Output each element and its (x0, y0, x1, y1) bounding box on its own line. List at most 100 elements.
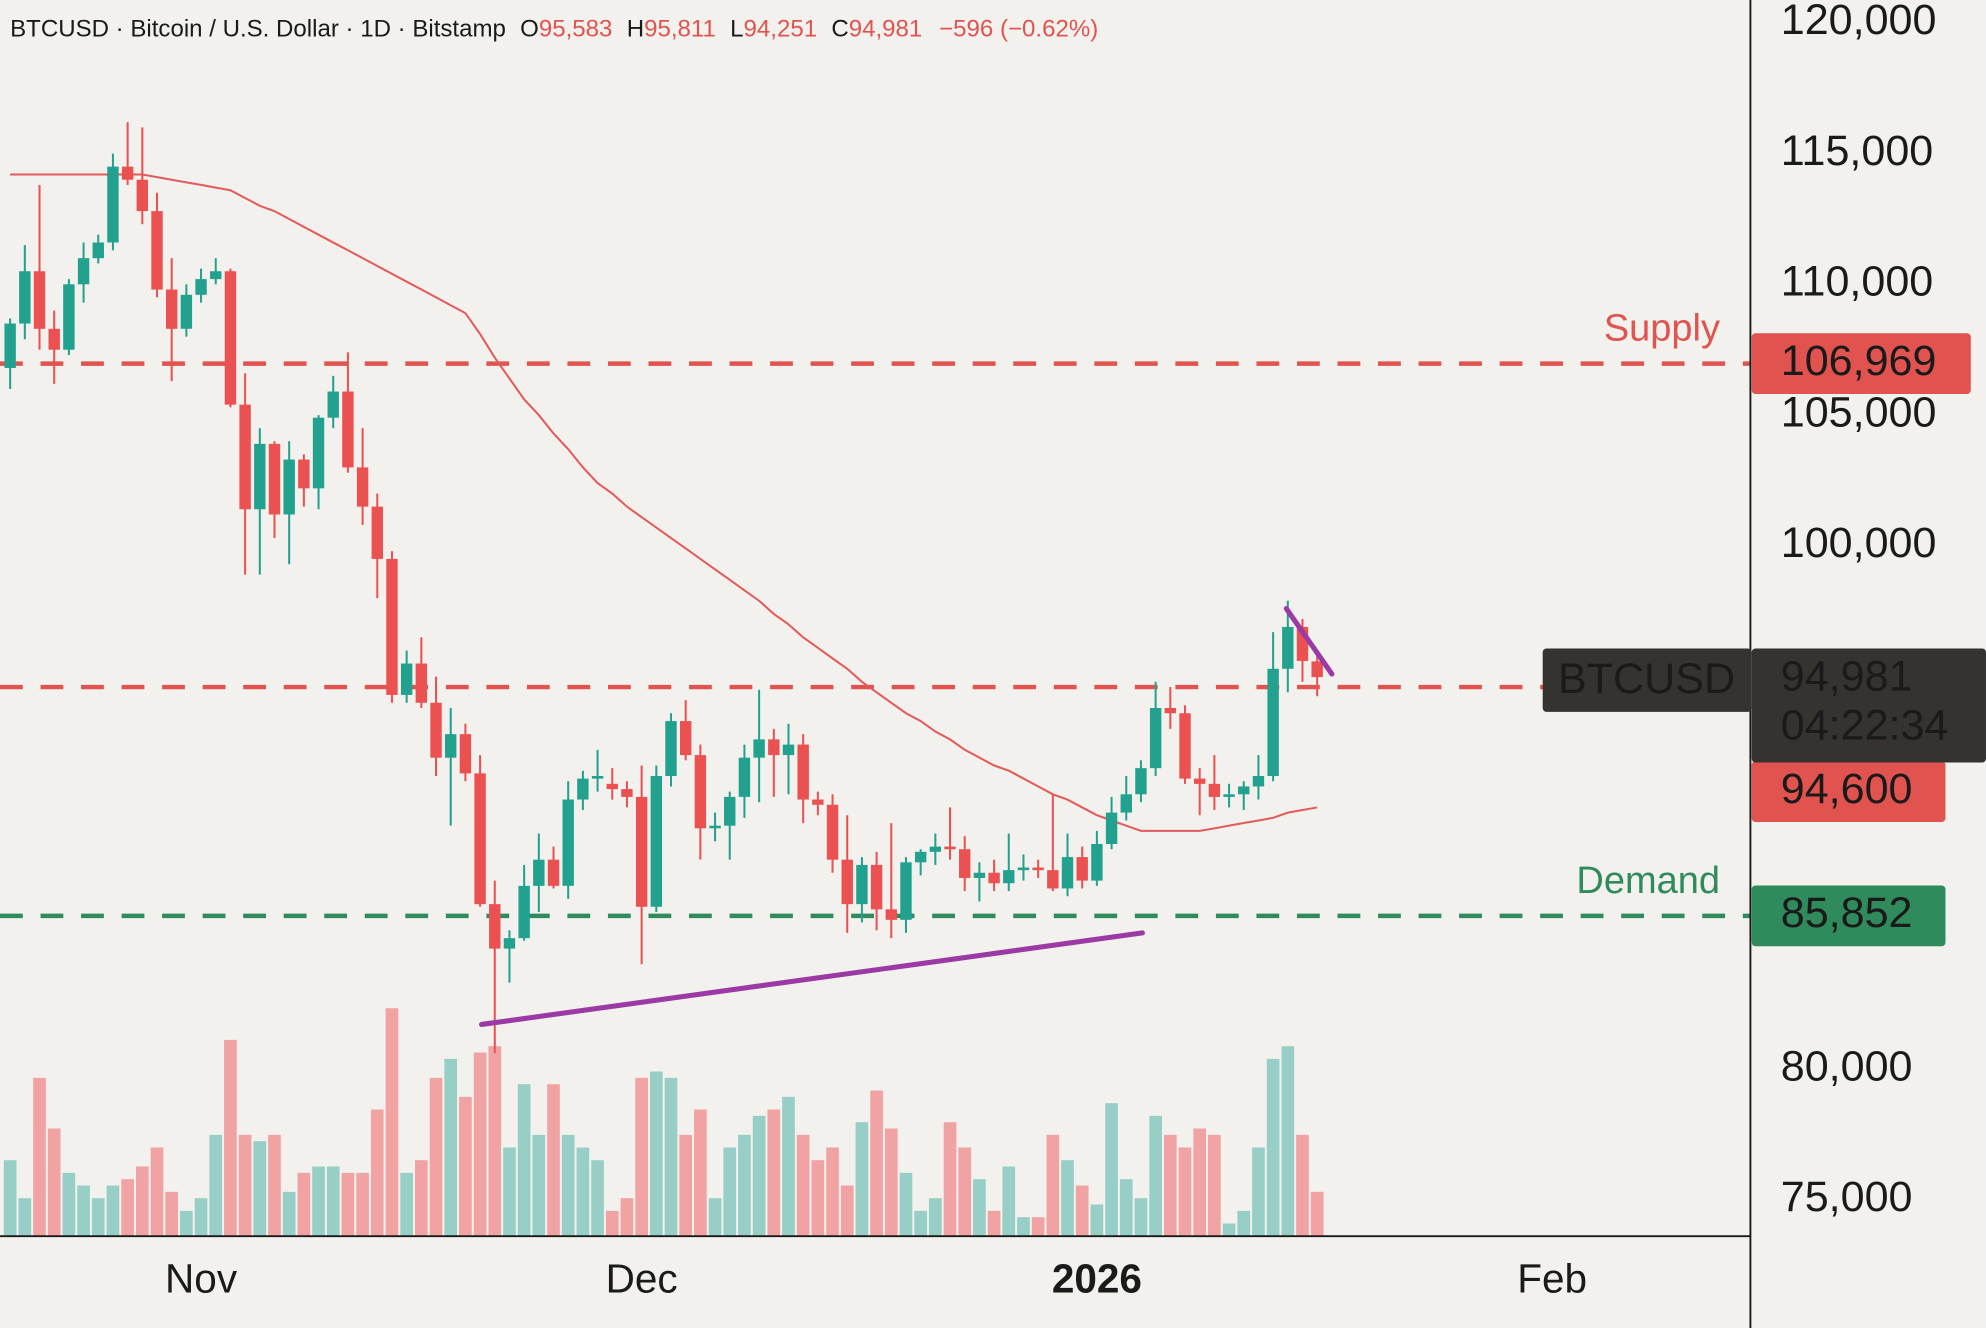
x-tick-label: Dec (606, 1255, 678, 1301)
candle-body (841, 859, 853, 905)
volume-bar (1017, 1217, 1030, 1237)
volume-bar (473, 1052, 487, 1237)
ohlc-value: 94,981 (849, 16, 923, 43)
volume-bar (973, 1179, 986, 1237)
y-tick-label: 80,000 (1781, 1042, 1913, 1090)
candle-body (944, 846, 956, 850)
volume-bar (253, 1141, 267, 1237)
level-value-label: 94,600 (1781, 765, 1913, 813)
candle-body (870, 864, 883, 910)
level-value-box (1751, 333, 1971, 394)
level-value-label: 85,852 (1781, 889, 1913, 937)
y-tick-label: 110,000 (1781, 258, 1933, 306)
candle-body (283, 459, 295, 515)
ohlc-value: 95,583 (539, 16, 613, 43)
candle-body (1193, 778, 1206, 784)
candle-body (327, 391, 339, 418)
volume-bar (3, 1160, 17, 1237)
volume-bar (855, 1122, 869, 1237)
volume-bar (268, 1134, 281, 1237)
volume-bar (444, 1058, 458, 1237)
level-value-label: 106,969 (1781, 337, 1937, 385)
candle-body (768, 739, 780, 756)
volume-bar (1193, 1128, 1207, 1237)
volume-bar (1046, 1134, 1060, 1237)
volume-bar (752, 1115, 766, 1237)
volume-bar (576, 1147, 590, 1237)
volume-bar (561, 1134, 575, 1237)
price-value: 94,981 (1781, 652, 1913, 700)
candle-body (151, 211, 163, 290)
ohlc-name: C (831, 16, 848, 43)
candle-body (342, 391, 354, 468)
volume-bar (738, 1134, 751, 1237)
candle-body (1238, 786, 1250, 795)
volume-bar (1208, 1134, 1221, 1237)
candle-body (445, 734, 457, 758)
candle-body (812, 799, 824, 805)
candle-body (1223, 794, 1235, 797)
candle-body (121, 166, 134, 180)
volume-bar (723, 1147, 737, 1237)
volume-bar (194, 1198, 208, 1237)
volume-bar (1031, 1217, 1045, 1237)
volume-bar (77, 1185, 90, 1237)
ohlc-name: O (520, 16, 539, 43)
candle-body (606, 783, 618, 790)
price-symbol: BTCUSD (1558, 655, 1735, 703)
volume-bar (1002, 1166, 1016, 1237)
candle-body (1252, 775, 1265, 787)
candle-body (724, 796, 736, 826)
candle-body (165, 289, 178, 329)
volume-bar (708, 1198, 722, 1237)
candle-body (973, 872, 986, 878)
candle-body (1208, 783, 1221, 797)
candle-body (1282, 626, 1294, 669)
candle-body (1091, 843, 1103, 881)
volume-bar (694, 1109, 707, 1237)
volume-bar (987, 1210, 1001, 1237)
volume-bar (1310, 1191, 1324, 1237)
volume-bar (356, 1172, 369, 1237)
volume-bar (943, 1122, 957, 1237)
volume-bar (1119, 1179, 1133, 1237)
candle-body (1017, 867, 1030, 871)
symbol: BTCUSD · Bitcoin / U.S. Dollar · 1D · Bi… (10, 16, 506, 43)
change: −596 (−0.62%) (939, 16, 1098, 43)
plot-area: Supply Demand (0, 122, 1751, 1237)
candle-body (635, 796, 648, 907)
candle-body (4, 323, 16, 369)
candle-body (1003, 870, 1015, 884)
price-box (1751, 648, 1986, 763)
y-tick-label: 75,000 (1781, 1173, 1913, 1221)
y-tick-label: 100,000 (1781, 519, 1937, 567)
volume-bar (782, 1096, 795, 1237)
candle-body (474, 773, 486, 905)
volume-bar (238, 1134, 252, 1237)
volume-bar (870, 1090, 883, 1237)
candle-body (782, 744, 795, 756)
volume-bar (532, 1134, 546, 1237)
volume-bar (1178, 1147, 1192, 1237)
x-tick-label: Feb (1517, 1255, 1587, 1301)
volume-bar (224, 1039, 237, 1237)
candle-body (210, 271, 222, 280)
volume-bar (121, 1179, 134, 1237)
volume-bar (1252, 1147, 1265, 1237)
volume-bar (1281, 1046, 1295, 1237)
volume-bar (312, 1166, 325, 1237)
candle-body (63, 284, 75, 350)
candle-body (459, 734, 472, 774)
trendline (1283, 606, 1335, 677)
volume-bar (62, 1172, 76, 1237)
volume-bar (1149, 1115, 1162, 1237)
volume-bar (620, 1198, 634, 1237)
volume-bar (488, 1046, 502, 1237)
candle-body (753, 739, 765, 758)
candle-body (1135, 768, 1147, 795)
level-value-box (1751, 885, 1946, 947)
volume-bar (1296, 1134, 1309, 1237)
candle-body (356, 467, 369, 507)
price-box-symbol (1542, 648, 1752, 712)
candle-body (224, 271, 237, 405)
